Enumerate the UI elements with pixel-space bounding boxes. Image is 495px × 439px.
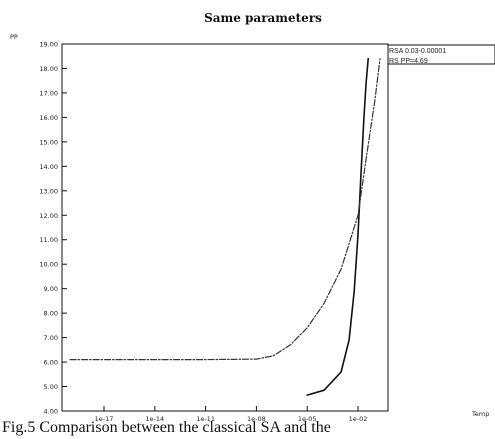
y-tick-label: 18.00 <box>39 65 58 73</box>
figure-caption: Fig.5 Comparison between the classical S… <box>2 419 331 436</box>
x-tick-label: 1e-11 <box>196 415 215 423</box>
y-tick-label: 15.00 <box>39 138 58 146</box>
y-tick-label: 4.00 <box>44 408 58 416</box>
plot-area: 4.00 5.00 6.00 7.00 8.00 9.00 10.00 11.00 12.00 1… <box>39 41 389 423</box>
y-tick-label: 12.00 <box>39 212 58 220</box>
x-tick-label: 1e-17 <box>95 415 114 423</box>
y-tick-label: 7.00 <box>44 334 58 342</box>
y-tick-label: 14.00 <box>39 163 58 171</box>
series-line-rsa <box>306 57 370 396</box>
legend-box <box>387 44 495 65</box>
y-tick-label: 5.00 <box>44 383 58 391</box>
x-axis-label: Temp <box>471 410 489 418</box>
y-tick-label: 13.00 <box>39 187 58 195</box>
legend-entry-rs: RS PP=4.69 <box>389 58 428 65</box>
y-axis-label: PP <box>10 33 18 41</box>
y-tick-label: 8.00 <box>44 310 58 318</box>
chart-title: Same parameters <box>204 11 322 25</box>
y-tick-label: 10.00 <box>39 261 58 269</box>
x-tick-label: 1e-08 <box>247 415 266 423</box>
series-line-rs <box>69 58 381 361</box>
legend: RSA 0.03-0.00001 RS PP=4.69 <box>387 44 495 65</box>
y-tick-label: 17.00 <box>39 89 58 97</box>
plot-frame <box>61 43 389 412</box>
x-tick-label: 1e-05 <box>298 415 317 423</box>
y-tick-label: 6.00 <box>44 359 58 367</box>
y-tick-label: 16.00 <box>39 114 58 122</box>
y-tick-label: 9.00 <box>44 285 58 293</box>
y-tick-label: 11.00 <box>39 236 58 244</box>
y-tick-label: 19.00 <box>39 41 58 49</box>
x-tick-label: 1e-14 <box>145 415 164 423</box>
x-tick-label: 1e-02 <box>349 415 368 423</box>
legend-entry-rsa: RSA 0.03-0.00001 <box>389 48 446 55</box>
